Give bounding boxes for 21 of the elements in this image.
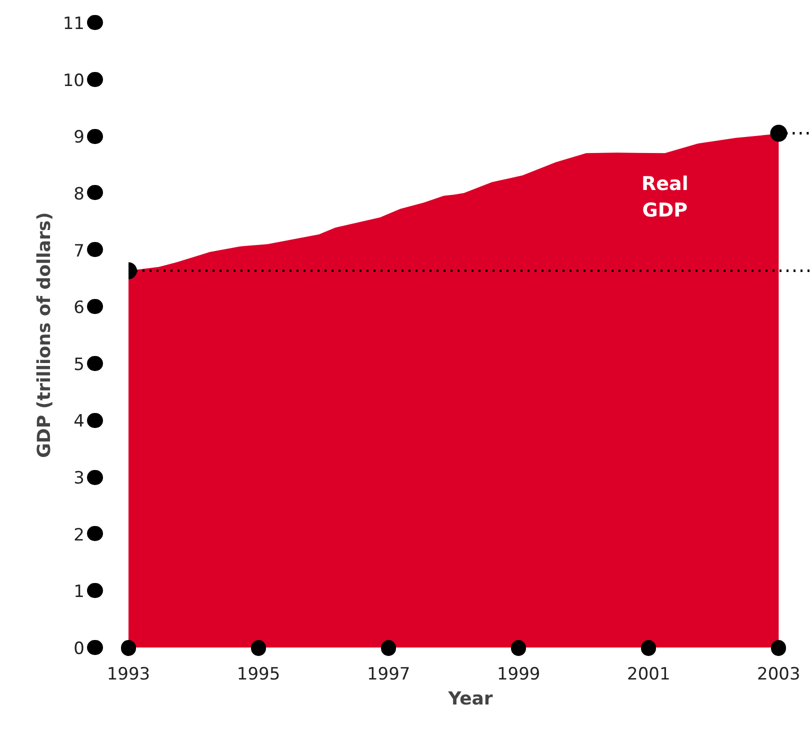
x-axis-title: Year (447, 688, 493, 710)
y-tick-label: 2 (74, 525, 85, 546)
series-label: Real GDP (641, 173, 688, 222)
y-tick-label: 4 (74, 412, 85, 432)
y-tick-label: 6 (74, 298, 85, 318)
y-tick-label: 11 (62, 14, 85, 34)
y-tick-label: 3 (74, 468, 85, 489)
x-tick-label: 1999 (496, 664, 540, 684)
y-tick-label: 7 (74, 241, 85, 262)
y-tick-label: 5 (74, 354, 85, 375)
x-tick-label: 1995 (236, 664, 280, 684)
y-axis-title: GDP (trillions of dollars) (34, 212, 55, 458)
y-tick-label: 10 (62, 70, 85, 91)
x-tick-label: 1997 (366, 664, 410, 684)
y-tick-label: 1 (74, 582, 85, 602)
x-tick-label: 2003 (757, 664, 800, 684)
x-tick-label: 1993 (106, 664, 150, 684)
y-tick-label: 9 (74, 128, 85, 148)
y-tick-label: 8 (74, 184, 85, 204)
x-tick-label: 2001 (627, 664, 670, 684)
y-tick-label: 0 (74, 639, 85, 659)
